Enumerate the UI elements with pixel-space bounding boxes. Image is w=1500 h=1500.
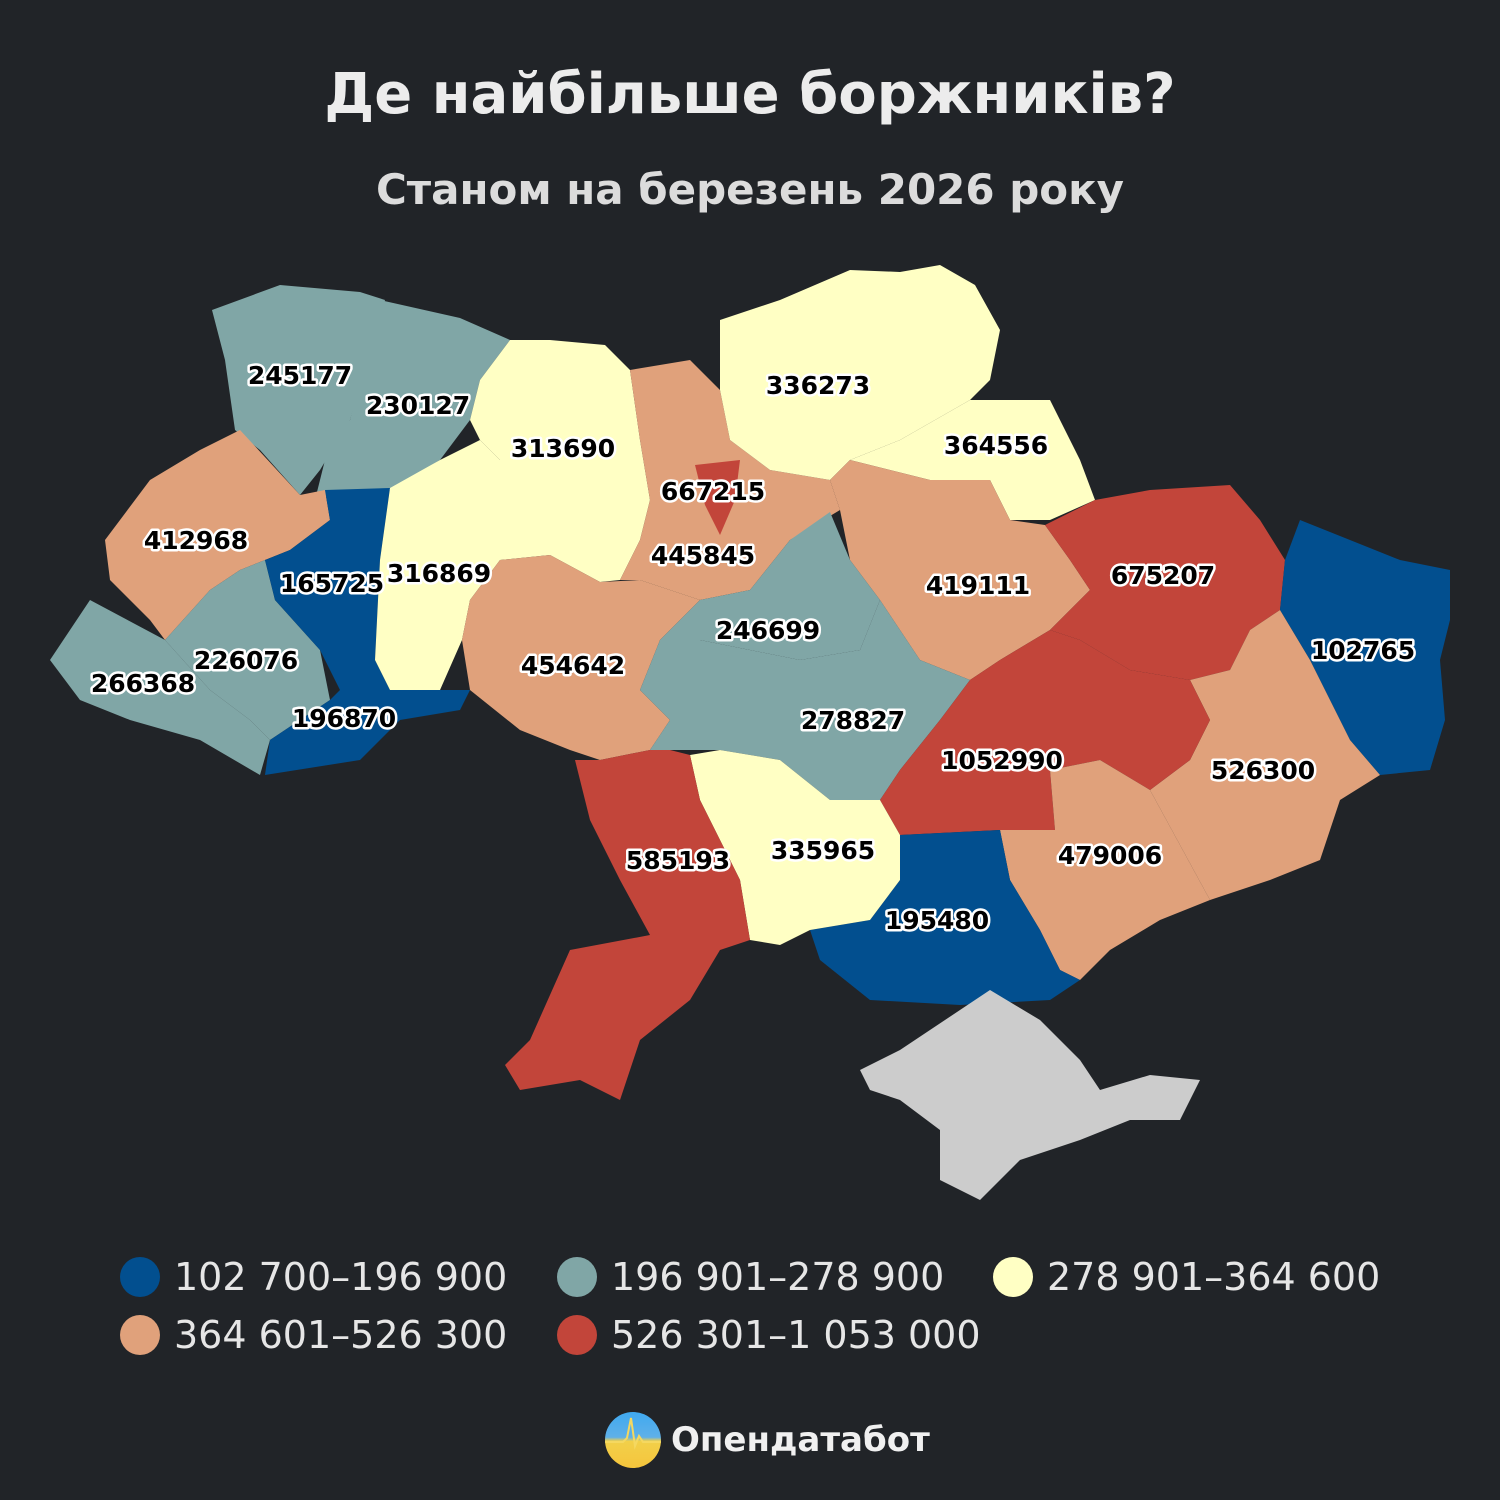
legend-swatch bbox=[993, 1257, 1033, 1297]
region-zhytomyr[interactable] bbox=[470, 340, 650, 582]
label-lviv: 412968 bbox=[144, 526, 248, 555]
page-subtitle: Станом на березень 2026 року bbox=[375, 165, 1125, 214]
region-poltava[interactable] bbox=[830, 460, 1090, 680]
brand: Опендатабот bbox=[605, 1412, 930, 1468]
legend-swatch bbox=[120, 1315, 160, 1355]
region-lviv[interactable] bbox=[105, 430, 330, 640]
brand-name: Опендатабот bbox=[671, 1420, 930, 1460]
region-odesa[interactable] bbox=[505, 750, 750, 1100]
region-zaporizhzhia[interactable] bbox=[1000, 760, 1210, 980]
region-dnipropetrovsk[interactable] bbox=[880, 630, 1210, 835]
label-zhytomyr: 313690 bbox=[511, 434, 615, 463]
label-poltava: 419111 bbox=[926, 571, 1030, 600]
legend-label: 102 700–196 900 bbox=[174, 1255, 508, 1299]
label-dnipropetrovsk: 1052990 bbox=[941, 746, 1063, 775]
region-crimea[interactable] bbox=[860, 990, 1200, 1200]
label-chernihiv: 336273 bbox=[766, 371, 870, 400]
page-title: Де найбільше боржників? bbox=[324, 62, 1176, 127]
legend-swatch bbox=[120, 1257, 160, 1297]
legend-item: 526 301–1 053 000 bbox=[557, 1313, 981, 1357]
region-ternopil[interactable] bbox=[265, 488, 390, 690]
region-chernivtsi[interactable] bbox=[265, 690, 470, 775]
label-luhansk: 102765 bbox=[1311, 636, 1415, 665]
legend-label: 278 901–364 600 bbox=[1047, 1255, 1381, 1299]
label-donetsk: 526300 bbox=[1211, 756, 1315, 785]
region-donetsk[interactable] bbox=[1150, 610, 1380, 900]
legend-item: 364 601–526 300 bbox=[120, 1313, 507, 1357]
region-zakarpattia[interactable] bbox=[50, 600, 270, 775]
label-zaporizhzhia: 479006 bbox=[1058, 841, 1162, 870]
legend-item: 102 700–196 900 bbox=[120, 1255, 507, 1299]
region-cherkasy[interactable] bbox=[660, 512, 880, 660]
region-vinnytsia[interactable] bbox=[462, 555, 700, 760]
legend-swatch bbox=[557, 1257, 597, 1297]
region-sumy[interactable] bbox=[850, 400, 1095, 520]
region-kherson[interactable] bbox=[810, 830, 1080, 1005]
label-mykolaiv: 335965 bbox=[771, 836, 875, 865]
ukraine-pulse-logo-icon bbox=[605, 1412, 661, 1468]
label-ternopil: 165725 bbox=[280, 569, 384, 598]
label-kirovohrad: 278827 bbox=[801, 706, 905, 735]
legend-item: 278 901–364 600 bbox=[993, 1255, 1380, 1299]
label-chernivtsi: 196870 bbox=[292, 704, 396, 733]
label-ivano-frankivsk: 226076 bbox=[194, 646, 298, 675]
legend-label: 364 601–526 300 bbox=[174, 1313, 508, 1357]
label-kharkiv: 675207 bbox=[1111, 561, 1215, 590]
label-vinnytsia: 454642 bbox=[521, 651, 625, 680]
region-luhansk[interactable] bbox=[1280, 520, 1450, 775]
label-khmelnytskyi: 316869 bbox=[387, 559, 491, 588]
label-zakarpattia: 266368 bbox=[91, 669, 195, 698]
region-kirovohrad[interactable] bbox=[640, 600, 970, 800]
label-odesa: 585193 bbox=[626, 846, 730, 875]
label-cherkasy: 246699 bbox=[716, 616, 820, 645]
legend-item: 196 901–278 900 bbox=[557, 1255, 944, 1299]
label-sumy: 364556 bbox=[944, 431, 1048, 460]
region-khmelnytskyi[interactable] bbox=[375, 440, 500, 690]
region-kharkiv[interactable] bbox=[1045, 485, 1285, 680]
region-chernihiv[interactable] bbox=[720, 265, 1000, 480]
region-mykolaiv[interactable] bbox=[690, 750, 900, 945]
region-kyiv-city[interactable] bbox=[695, 460, 740, 535]
legend-label: 196 901–278 900 bbox=[611, 1255, 945, 1299]
label-kyiv-oblast: 445845 bbox=[651, 541, 755, 570]
label-kherson: 195480 bbox=[885, 906, 989, 935]
label-volyn: 245177 bbox=[248, 361, 352, 390]
label-kyiv-city: 667215 bbox=[661, 477, 765, 506]
legend-label: 526 301–1 053 000 bbox=[611, 1313, 981, 1357]
region-volyn[interactable] bbox=[212, 285, 385, 495]
label-rivne: 230127 bbox=[366, 391, 470, 420]
region-rivne[interactable] bbox=[315, 300, 510, 500]
region-ivano-frankivsk[interactable] bbox=[165, 560, 330, 740]
legend-swatch bbox=[557, 1315, 597, 1355]
